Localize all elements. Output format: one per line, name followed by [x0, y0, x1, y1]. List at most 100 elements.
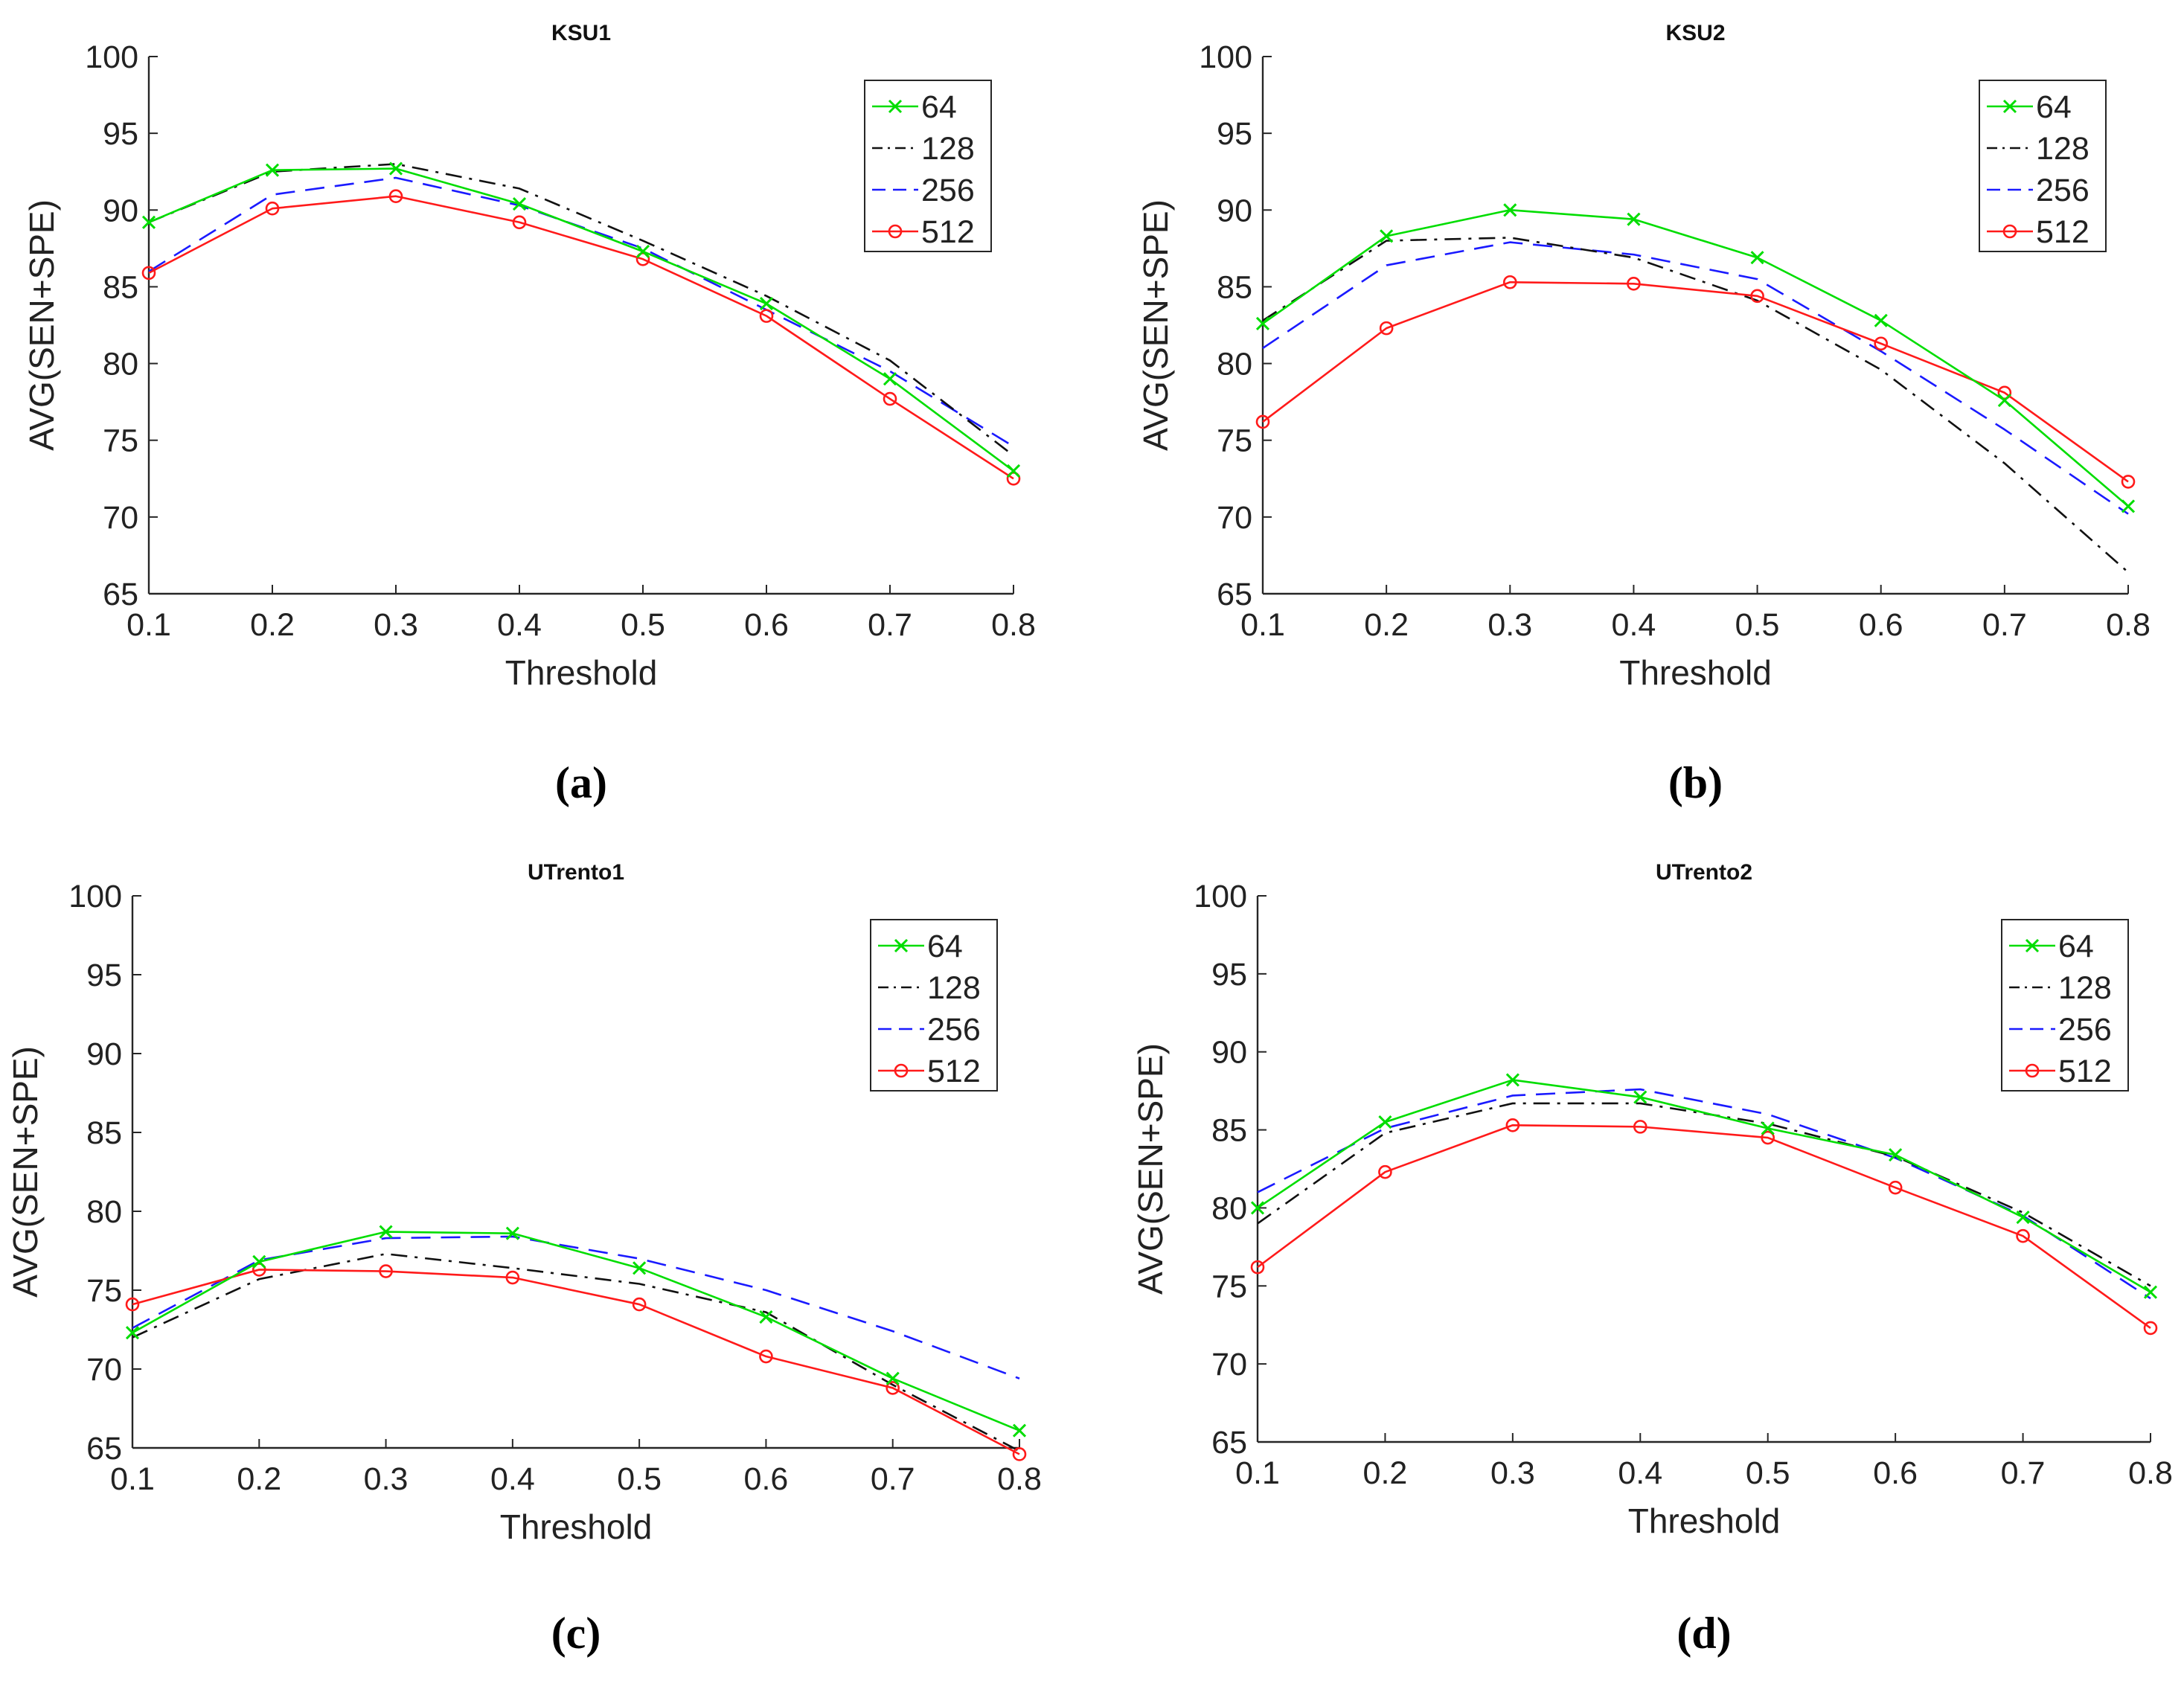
- series-line-512: [132, 1269, 1020, 1455]
- x-tick-label: 0.5: [617, 1461, 662, 1497]
- legend-marker-64: [888, 99, 903, 114]
- series-64: [141, 161, 1021, 478]
- x-tick-label: 0.3: [364, 1461, 409, 1497]
- data-point-512: [883, 391, 897, 406]
- series-64: [125, 1225, 1027, 1437]
- y-tick-label: 75: [1217, 423, 1252, 459]
- y-tick-label: 80: [86, 1194, 122, 1230]
- x-tick-label: 0.4: [490, 1461, 535, 1497]
- data-point-512: [635, 251, 650, 266]
- data-point-64: [1633, 1090, 1647, 1104]
- legend: 64 128 256 512: [2001, 919, 2129, 1092]
- y-tick-label: 85: [86, 1115, 122, 1151]
- x-tick-label: 0.1: [127, 607, 171, 643]
- legend-marker-64: [2002, 99, 2017, 114]
- legend-marker-512: [2025, 1063, 2040, 1078]
- data-point-512: [1006, 471, 1021, 486]
- x-tick-label: 0.1: [110, 1461, 155, 1497]
- x-tick-label: 0.7: [871, 1461, 915, 1497]
- data-point-64: [1503, 203, 1517, 217]
- legend-entry: 128: [927, 970, 981, 1006]
- series-512: [1250, 1118, 2158, 1336]
- data-point-64: [633, 1261, 647, 1275]
- y-tick-label: 85: [1217, 269, 1252, 305]
- data-point-64: [1378, 1115, 1392, 1129]
- data-point-64: [1997, 394, 2011, 408]
- y-axis-label: AVG(SEN+SPE): [6, 1046, 45, 1298]
- x-tick-label: 0.5: [1746, 1455, 1790, 1491]
- data-point-64: [2016, 1210, 2030, 1225]
- y-tick-label: 90: [1211, 1035, 1247, 1071]
- data-point-512: [1255, 414, 1270, 429]
- series-512: [125, 1263, 1027, 1461]
- data-point-512: [1627, 277, 1641, 291]
- data-point-64: [1380, 229, 1394, 243]
- legend-entry: 128: [921, 131, 975, 167]
- data-point-512: [1874, 336, 1889, 351]
- x-tick-label: 0.2: [237, 1461, 281, 1497]
- x-tick-label: 0.1: [1235, 1455, 1280, 1491]
- y-tick-label: 70: [1217, 500, 1252, 536]
- x-tick-label: 0.4: [1612, 607, 1656, 643]
- data-point-512: [1379, 321, 1394, 336]
- data-point-512: [125, 1297, 140, 1312]
- data-point-512: [759, 309, 774, 323]
- panel-caption: (b): [1668, 758, 1723, 807]
- data-point-64: [1006, 464, 1021, 478]
- y-tick-label: 75: [1211, 1269, 1247, 1304]
- legend: 64 128 256 512: [1979, 80, 2107, 252]
- data-point-512: [1502, 275, 1517, 289]
- y-tick-label: 100: [85, 39, 138, 75]
- series-line-256: [132, 1235, 1020, 1379]
- y-tick-label: 65: [1217, 577, 1252, 612]
- x-tick-label: 0.4: [1618, 1455, 1662, 1491]
- data-point-64: [1750, 251, 1764, 265]
- y-tick-label: 100: [1194, 879, 1247, 914]
- series-line-512: [148, 195, 1014, 480]
- x-tick-label: 0.3: [1490, 1455, 1535, 1491]
- y-tick-label: 65: [1211, 1425, 1247, 1461]
- series-line-128: [148, 163, 1014, 457]
- data-point-512: [886, 1381, 900, 1395]
- legend-entry: 256: [2036, 173, 2089, 208]
- data-point-512: [388, 189, 403, 204]
- x-tick-label: 0.6: [1859, 607, 1903, 643]
- series-128: [132, 1252, 1020, 1452]
- legend: 64 128 256 512: [864, 80, 992, 252]
- series-line-512: [1262, 281, 2129, 483]
- data-point-512: [265, 201, 280, 216]
- y-tick-label: 70: [86, 1352, 122, 1388]
- series-256: [132, 1235, 1020, 1379]
- legend-entry: 512: [2036, 214, 2089, 250]
- data-point-64: [635, 244, 650, 259]
- legend: 64 128 256 512: [870, 919, 998, 1092]
- data-point-512: [252, 1263, 266, 1277]
- legend-entry: 256: [921, 173, 975, 208]
- x-axis-label: Threshold: [1619, 653, 1772, 692]
- data-point-64: [379, 1225, 393, 1239]
- legend-box: [1979, 80, 2107, 252]
- panel-caption: (a): [555, 758, 607, 807]
- data-point-512: [759, 1349, 773, 1364]
- data-point-512: [632, 1297, 647, 1312]
- data-point-64: [265, 163, 280, 177]
- chart-panel-1: KSU1 65 70 75 80 85 90 95 100 0.1 0.2 0.3 0.4 0.5 0.6 0…: [22, 21, 1036, 807]
- legend-marker-64: [2025, 938, 2040, 953]
- legend-marker-512: [888, 224, 903, 239]
- x-axis-label: Threshold: [500, 1507, 653, 1546]
- data-point-512: [2143, 1321, 2158, 1336]
- data-point-512: [2121, 475, 2136, 489]
- data-point-512: [141, 266, 156, 281]
- y-tick-label: 75: [86, 1273, 122, 1309]
- y-tick-label: 70: [103, 500, 138, 536]
- panel-caption: (c): [551, 1609, 601, 1658]
- series-line-128: [1262, 237, 2129, 574]
- data-point-64: [1012, 1423, 1027, 1437]
- y-axis-label: AVG(SEN+SPE): [1136, 199, 1175, 451]
- data-point-64: [1627, 212, 1641, 226]
- x-tick-label: 0.2: [250, 607, 295, 643]
- data-point-64: [1874, 313, 1888, 327]
- series-256: [1262, 241, 2129, 515]
- legend-entry: 128: [2036, 131, 2089, 167]
- chart-title: KSU1: [551, 21, 611, 45]
